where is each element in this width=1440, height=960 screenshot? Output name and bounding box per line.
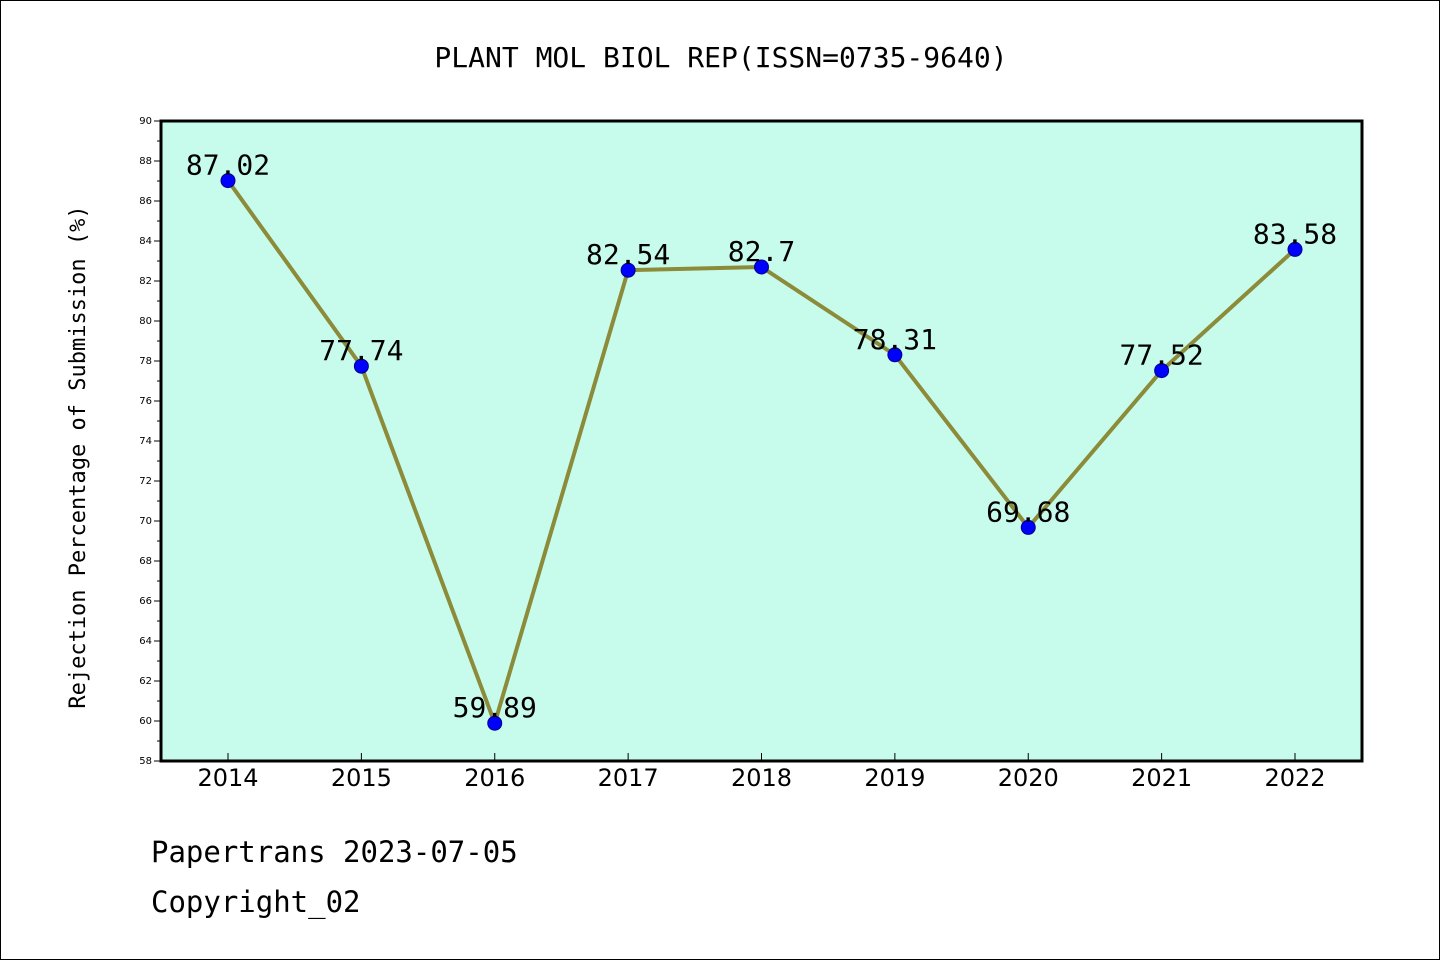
- y-tick-label: 72: [139, 476, 152, 487]
- y-tick-label: 58: [139, 756, 152, 767]
- data-point: [1020, 519, 1036, 535]
- y-axis-ticks: 58 60 62 64 66 68 70 72 74 76 78 80 82 84 86 88 90: [139, 116, 161, 767]
- x-tick-label: 2019: [864, 764, 925, 792]
- footer-copyright: Copyright_02: [151, 885, 361, 919]
- y-tick-label: 74: [139, 436, 152, 447]
- y-tick-label: 70: [139, 516, 152, 527]
- x-tick-label: 2017: [598, 764, 659, 792]
- x-tick-label: 2018: [731, 764, 792, 792]
- data-label: 59.89: [453, 691, 537, 724]
- y-tick-label: 64: [139, 636, 152, 647]
- data-label: 82.54: [586, 238, 670, 271]
- series-layer: 87.02 77.74 59.89 82.54 82.7 78.31 69.68 77.52 8…: [186, 149, 1337, 731]
- y-tick-label: 82: [139, 276, 152, 287]
- y-tick-label: 66: [139, 596, 152, 607]
- chart-title: PLANT MOL BIOL REP(ISSN=0735-9640): [434, 41, 1007, 74]
- data-label: 69.68: [986, 495, 1070, 528]
- y-tick-label: 80: [139, 316, 152, 327]
- data-point: [887, 347, 903, 363]
- x-tick-label: 2015: [331, 764, 392, 792]
- x-tick-label: 2022: [1264, 764, 1325, 792]
- footer-date: Papertrans 2023-07-05: [151, 835, 518, 869]
- data-point: [1287, 241, 1303, 257]
- data-point: [620, 262, 636, 278]
- x-tick-label: 2014: [197, 764, 258, 792]
- y-tick-label: 62: [139, 676, 152, 687]
- data-label: 78.31: [853, 323, 937, 356]
- data-label: 83.58: [1253, 217, 1337, 250]
- data-label: 87.02: [186, 149, 270, 182]
- data-point: [220, 173, 236, 189]
- y-tick-label: 84: [139, 236, 152, 247]
- data-label: 77.52: [1119, 339, 1203, 372]
- x-tick-label: 2016: [464, 764, 525, 792]
- x-tick-label: 2021: [1131, 764, 1192, 792]
- y-tick-label: 86: [139, 196, 152, 207]
- y-axis-label: Rejection Percentage of Submission (%): [66, 205, 91, 708]
- y-tick-label: 90: [139, 116, 152, 127]
- y-tick-label: 60: [139, 716, 152, 727]
- data-point: [1154, 363, 1170, 379]
- x-axis-ticks: 2014 2015 2016 2017 2018 2019 2020 2021 2022: [197, 753, 1326, 792]
- data-point: [353, 358, 369, 374]
- data-label: 82.7: [728, 235, 795, 268]
- y-tick-label: 78: [139, 356, 152, 367]
- y-tick-label: 76: [139, 396, 152, 407]
- data-point: [754, 259, 769, 275]
- data-label: 77.74: [319, 334, 403, 367]
- data-point: [487, 715, 503, 731]
- plot-area: [159, 119, 1364, 763]
- x-tick-label: 2020: [998, 764, 1059, 792]
- y-tick-label: 68: [139, 556, 152, 567]
- y-tick-label: 88: [139, 156, 152, 167]
